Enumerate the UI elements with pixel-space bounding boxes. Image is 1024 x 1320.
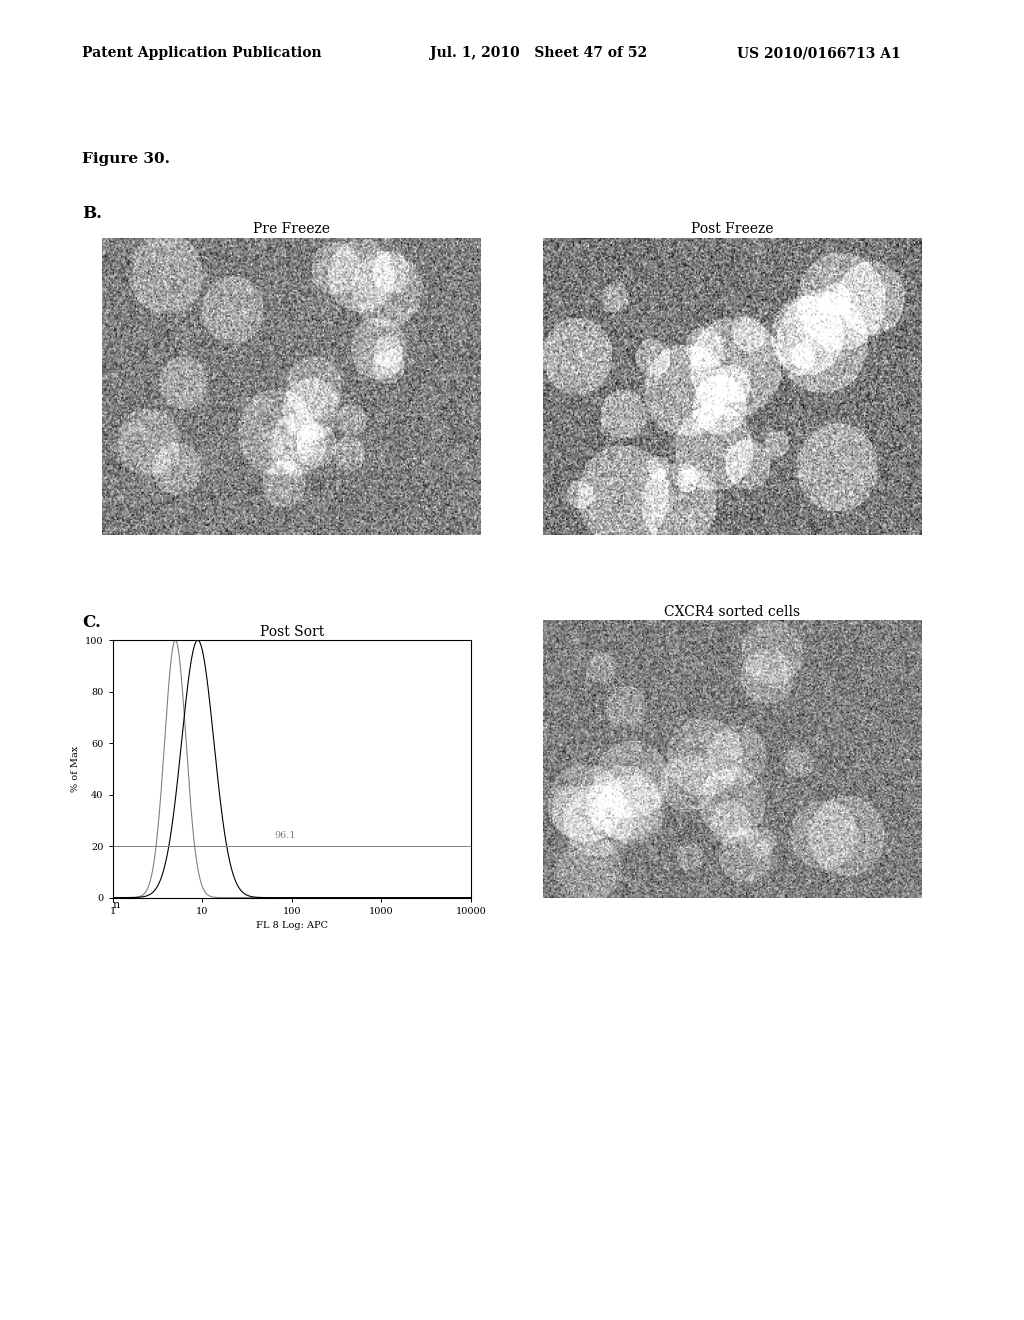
Text: Jul. 1, 2010   Sheet 47 of 52: Jul. 1, 2010 Sheet 47 of 52 [430, 46, 647, 61]
Text: Figure 30.: Figure 30. [82, 152, 170, 166]
Text: US 2010/0166713 A1: US 2010/0166713 A1 [737, 46, 901, 61]
Text: C.: C. [82, 614, 100, 631]
Title: Post Sort: Post Sort [260, 626, 324, 639]
X-axis label: FL 8 Log: APC: FL 8 Log: APC [256, 921, 328, 931]
Text: n: n [113, 900, 120, 911]
Title: CXCR4 sorted cells: CXCR4 sorted cells [665, 606, 800, 619]
Text: B.: B. [82, 205, 102, 222]
Text: 96.1: 96.1 [274, 832, 296, 841]
Title: Pre Freeze: Pre Freeze [253, 223, 331, 236]
Text: Patent Application Publication: Patent Application Publication [82, 46, 322, 61]
Y-axis label: % of Max: % of Max [71, 746, 80, 792]
Title: Post Freeze: Post Freeze [691, 223, 773, 236]
